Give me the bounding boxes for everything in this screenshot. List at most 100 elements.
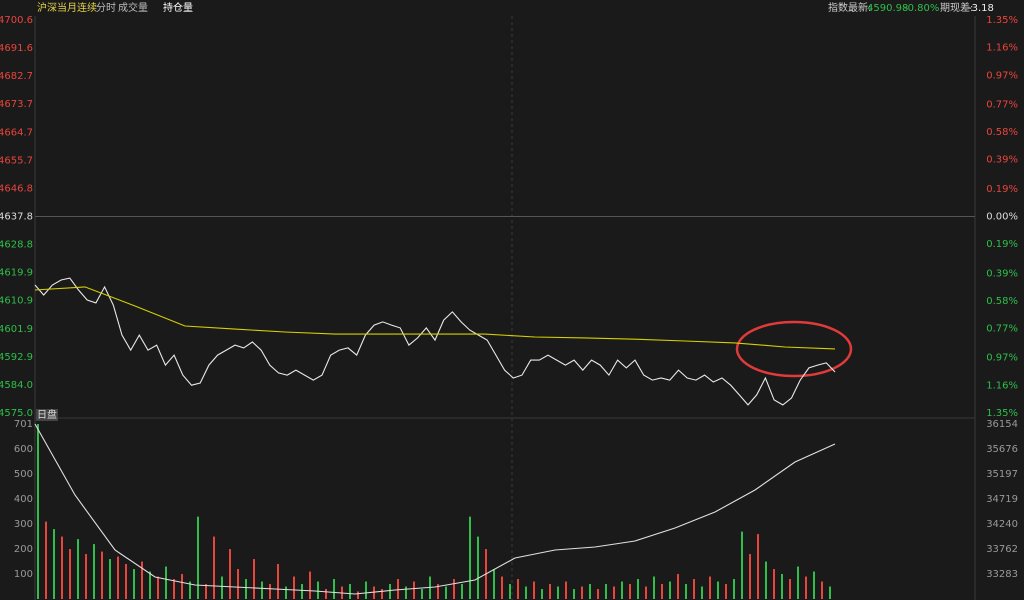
volume-bar [125,564,127,599]
volume-bar [525,586,527,599]
volume-bar [709,576,711,599]
volume-bar [821,581,823,599]
y-tick-label: 4664.7 [0,127,33,138]
y-tick-label: 4655.7 [0,155,33,166]
volume-bar [229,549,231,599]
session-label: 日盘 [37,408,57,421]
volume-bar [645,586,647,599]
tab[interactable]: 成交量 [118,1,148,14]
y2-tick-label: 0.00% [986,212,1018,223]
volume-bar [309,571,311,599]
volume-bar [805,576,807,599]
volume-bar [61,536,63,599]
index-change: -0.80% [904,3,939,14]
volume-bar [53,529,55,599]
volume-bar [685,584,687,599]
y2-tick-label: 34240 [986,519,1018,530]
volume-bar [549,584,551,599]
volume-bar [165,566,167,599]
y-tick-label: 300 [14,519,33,530]
line [34,277,836,406]
y2-tick-label: 0.39% [986,155,1018,166]
volume-bar [181,574,183,599]
volume-bar [477,536,479,599]
volume-bar [381,589,383,599]
volume-bar [221,576,223,599]
volume-bar [293,576,295,599]
volume-bar [405,586,407,599]
y2-tick-label: 1.16% [986,43,1018,54]
highlight-circle [735,320,853,378]
y-tick-label: 4637.8 [0,212,33,223]
y-tick-label: 4673.7 [0,99,33,110]
volume-bar [757,534,759,599]
y2-tick-label: 1.16% [986,380,1018,391]
y-tick-label: 4646.8 [0,183,33,194]
volume-bar [493,569,495,599]
y2-tick-label: 35676 [986,444,1018,455]
volume-bar [741,531,743,599]
volume-bar [77,539,79,599]
volume-bar [533,581,535,599]
volume-bar [637,579,639,599]
volume-bar [117,556,119,599]
volume-bar [701,586,703,599]
volume-bar [773,569,775,599]
volume-bar [613,586,615,599]
volume-bar [373,586,375,599]
y-tick-label: 100 [14,569,33,580]
tab[interactable]: 持仓量 [163,1,193,14]
y-tick-label: 4619.9 [0,268,33,279]
instrument-title: 沪深当月连续 [37,1,97,14]
volume-bar [149,571,151,599]
volume-bar [85,554,87,599]
volume-bar [781,574,783,599]
volume-bar [253,559,255,599]
volume-bar [365,581,367,599]
volume-bar [453,579,455,599]
volume-bar [157,576,159,599]
volume-bar [589,584,591,599]
index-value: 4590.98 [867,3,908,14]
session-badge [36,409,58,421]
volume-bar [325,589,327,599]
volume-bar [733,579,735,599]
volume-bar [629,584,631,599]
volume-bar [789,579,791,599]
y2-tick-label: 0.58% [986,296,1018,307]
line [34,286,836,350]
volume-bar [653,576,655,599]
y2-tick-label: 0.77% [986,324,1018,335]
tab[interactable]: 分时 [96,2,116,14]
volume-bar [829,586,831,599]
volume-bar [349,584,351,599]
volume-bar [509,584,511,599]
volume-bar [813,571,815,599]
volume-bar [469,516,471,599]
volume-bar [285,586,287,599]
y2-tick-label: 0.77% [986,99,1018,110]
volume-bar [197,516,199,599]
volume-bar [413,581,415,599]
y2-tick-label: 34719 [986,494,1018,505]
y2-tick-label: 0.19% [986,184,1018,195]
y2-tick-label: 33283 [986,569,1018,580]
volume-bar [725,584,727,599]
volume-bar [541,589,543,599]
y2-tick-label: 0.39% [986,268,1018,279]
volume-bar [189,581,191,599]
y2-tick-label: 1.35% [986,408,1018,419]
y2-tick-label: 36154 [986,419,1018,430]
volume-bar [717,581,719,599]
volume-bar [557,586,559,599]
volume-bar [661,584,663,599]
volume-bar [437,584,439,599]
y-tick-label: 4601.9 [0,324,33,335]
volume-bar [261,581,263,599]
volume-bar [565,581,567,599]
y-tick-label: 600 [14,444,33,455]
y-tick-label: 4575.0 [0,408,33,419]
volume-bar [45,521,47,599]
line [34,423,836,595]
y2-tick-label: 1.35% [986,15,1018,26]
